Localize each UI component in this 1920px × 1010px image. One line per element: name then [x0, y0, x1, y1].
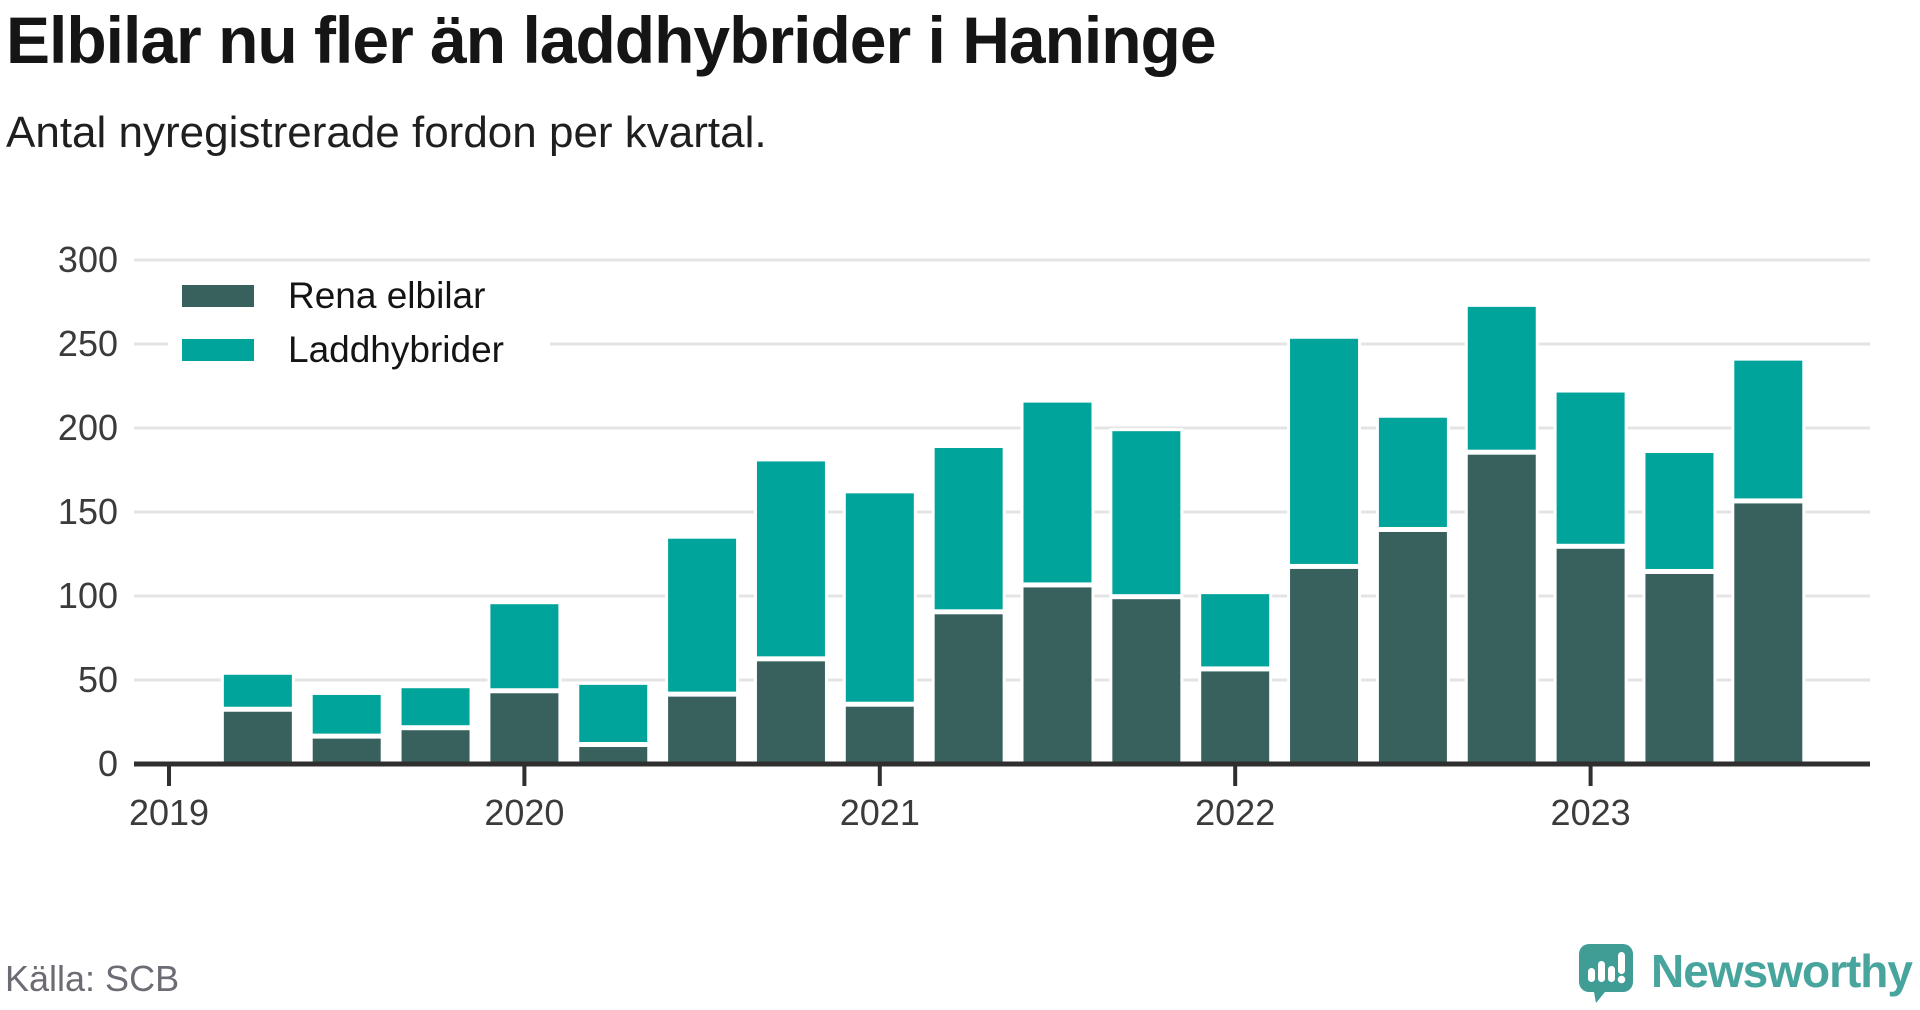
- bar-segment-laddhybrider: [576, 681, 651, 746]
- chart-subtitle: Antal nyregistrerade fordon per kvartal.: [6, 108, 767, 157]
- y-axis-label: 300: [58, 239, 118, 280]
- source-note: Källa: SCB: [5, 958, 180, 999]
- bar-segment-rena-elbilar: [398, 727, 473, 766]
- y-axis-label: 150: [58, 491, 118, 532]
- bar-segment-rena-elbilar: [1553, 545, 1628, 766]
- newsworthy-brand: Newsworthy: [1579, 944, 1913, 1004]
- bar-segment-laddhybrider: [220, 671, 295, 710]
- bar-segment-rena-elbilar: [665, 693, 740, 766]
- bar-segment-laddhybrider: [1020, 399, 1095, 586]
- bar-segment-laddhybrider: [1375, 414, 1450, 530]
- y-axis-label: 200: [58, 407, 118, 448]
- legend-label: Rena elbilar: [288, 275, 486, 316]
- bar-segment-rena-elbilar: [1464, 451, 1539, 766]
- bar-segment-rena-elbilar: [842, 703, 917, 766]
- y-axis-label: 0: [98, 743, 118, 784]
- x-axis-label: 2020: [484, 792, 564, 833]
- bar-segment-rena-elbilar: [220, 708, 295, 766]
- bar-segment-rena-elbilar: [931, 611, 1006, 766]
- legend-item-rena-elbilar: Rena elbilar: [182, 275, 504, 316]
- y-axis-label: 50: [78, 659, 118, 700]
- newsworthy-wordmark: Newsworthy: [1651, 945, 1913, 997]
- bar-segment-rena-elbilar: [309, 735, 384, 766]
- chart-legend: Rena elbilar Laddhybrider: [168, 265, 550, 384]
- bar-segment-rena-elbilar: [1020, 584, 1095, 766]
- y-axis-label: 100: [58, 575, 118, 616]
- chart-area: 2019 2020 2021 2022 2023 0 50 100 150 200 250 300 R…: [0, 180, 1920, 860]
- bar-segment-laddhybrider: [753, 458, 828, 660]
- bar-segment-rena-elbilar: [576, 744, 651, 766]
- bar-segment-laddhybrider: [1109, 428, 1184, 598]
- bar-segment-rena-elbilar: [487, 690, 562, 766]
- bar-segment-laddhybrider: [842, 490, 917, 705]
- bar-segment-laddhybrider: [931, 444, 1006, 613]
- bar-segment-laddhybrider: [309, 691, 384, 737]
- legend-label: Laddhybrider: [288, 328, 504, 370]
- newsworthy-logo-icon: [1579, 944, 1634, 1003]
- stacked-bar-chart: 2019 2020 2021 2022 2023 0 50 100 150 200 250 300: [58, 239, 1870, 833]
- bar-segment-laddhybrider: [1287, 335, 1362, 567]
- bar-segment-laddhybrider: [1553, 389, 1628, 547]
- legend-swatch-laddhybrider: [182, 339, 254, 362]
- y-axis-label: 250: [58, 323, 118, 364]
- bar-segment-rena-elbilar: [753, 658, 828, 766]
- bar-segment-rena-elbilar: [1198, 668, 1273, 766]
- x-axis-label: 2019: [129, 792, 209, 833]
- bar-segment-laddhybrider: [1642, 450, 1717, 572]
- legend-swatch-rena-elbilar: [182, 285, 254, 308]
- x-axis-label: 2022: [1195, 792, 1275, 833]
- legend-item-laddhybrider: Laddhybrider: [182, 328, 504, 370]
- bar-segment-rena-elbilar: [1109, 596, 1184, 766]
- x-axis-label: 2023: [1551, 792, 1631, 833]
- bar-segment-laddhybrider: [665, 535, 740, 695]
- bar-segment-laddhybrider: [398, 685, 473, 729]
- bar-segment-laddhybrider: [1198, 591, 1273, 670]
- bar-segment-laddhybrider: [1464, 303, 1539, 453]
- bar-segment-laddhybrider: [487, 601, 562, 692]
- x-axis-label: 2021: [840, 792, 920, 833]
- bar-segment-laddhybrider: [1731, 357, 1806, 502]
- page-title: Elbilar nu fler än laddhybrider i Haning…: [6, 3, 1217, 77]
- bar-segment-rena-elbilar: [1642, 570, 1717, 766]
- bar-segment-rena-elbilar: [1375, 528, 1450, 766]
- bar-segment-rena-elbilar: [1287, 565, 1362, 766]
- bar-segment-rena-elbilar: [1731, 500, 1806, 766]
